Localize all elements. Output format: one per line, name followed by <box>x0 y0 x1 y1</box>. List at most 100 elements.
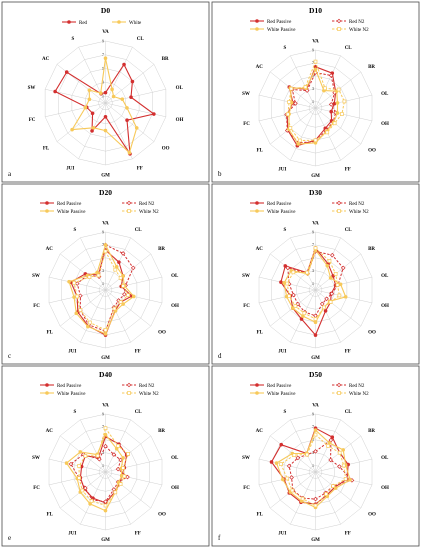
data-point <box>287 294 291 298</box>
data-point <box>126 293 130 298</box>
legend-marker <box>255 383 259 387</box>
data-point <box>286 463 292 469</box>
legend-label: Red <box>79 21 88 26</box>
axis-label: OO <box>368 331 376 336</box>
axis-spoke <box>48 458 106 473</box>
data-point <box>336 87 341 92</box>
axis-spoke <box>315 289 373 304</box>
data-point <box>279 462 283 466</box>
panel-label: b <box>218 170 222 178</box>
data-point <box>72 295 76 299</box>
axis-label: OO <box>158 513 166 518</box>
radial-tick-label: 7 <box>102 52 104 57</box>
legend-label: Red Passive <box>57 202 82 207</box>
axis-spoke <box>315 107 362 145</box>
panel-label: a <box>8 170 12 178</box>
data-point <box>113 490 118 495</box>
radial-tick-label: 1 <box>312 463 314 468</box>
legend-label: Red N2 <box>349 202 365 207</box>
axis-spoke <box>105 102 155 142</box>
legend-label: White <box>129 21 142 26</box>
axis-label: FF <box>345 167 351 172</box>
axis-label: S <box>284 410 287 415</box>
data-point <box>328 276 333 280</box>
legend-label: Red N2 <box>139 384 155 389</box>
axis-spoke <box>59 289 106 327</box>
data-point <box>118 482 123 486</box>
axis-label: FL <box>257 149 264 154</box>
axis-label: BR <box>368 247 375 252</box>
legend-label: Red Passive <box>57 384 82 389</box>
radial-tick-label: 9 <box>102 411 104 416</box>
axis-label: AC <box>46 247 54 252</box>
axis-label: OO <box>162 147 170 152</box>
data-point <box>103 328 108 332</box>
axis-spoke <box>105 471 163 486</box>
legend-entry: White Passive <box>40 391 86 397</box>
axis-label: OO <box>368 149 376 154</box>
axis-label: VA <box>312 222 319 227</box>
axis-label: VA <box>102 222 109 227</box>
axis-label: OL <box>176 86 184 91</box>
data-point <box>335 283 340 287</box>
legend: Red Passive Red N2 White Passive White N2 <box>40 382 159 397</box>
axis-label: FL <box>257 331 264 336</box>
legend-label: Red Passive <box>267 20 292 25</box>
axis-label: OH <box>176 118 184 123</box>
data-point <box>301 314 305 318</box>
legend: Red White <box>62 20 142 26</box>
axis-label: AC <box>42 57 50 62</box>
axis-spoke <box>315 276 373 291</box>
data-point <box>348 478 352 482</box>
chart-panel-a: D0 Red White 1 3 5 7 9 VA CL BR OL OH OO FF GM JUI FL FC SW… <box>1 1 210 183</box>
legend-label: White Passive <box>57 392 86 397</box>
axis-spoke <box>315 289 362 327</box>
data-point <box>269 460 274 464</box>
legend: Red Passive Red N2 White Passive White N2 <box>250 200 369 215</box>
data-point <box>313 496 318 502</box>
data-point <box>111 452 117 457</box>
legend-entry: White Passive <box>250 27 296 33</box>
panel-label: d <box>218 352 222 360</box>
radial-tick-label: 7 <box>312 242 314 247</box>
data-point <box>330 435 335 439</box>
data-point <box>74 311 79 316</box>
radial-tick-label: 5 <box>102 66 104 71</box>
series-white-solid <box>70 56 139 155</box>
axis-label: OL <box>381 274 389 279</box>
chart-title: D20 <box>99 188 112 197</box>
axis-label: AC <box>256 429 264 434</box>
axis-label: OL <box>381 92 389 97</box>
data-point <box>64 461 69 465</box>
legend-entry: White Passive <box>250 209 296 215</box>
radial-tick-label: 7 <box>312 60 314 65</box>
data-point <box>322 305 326 310</box>
data-point <box>125 474 130 480</box>
data-point <box>83 454 88 458</box>
axis-label: FL <box>43 147 50 152</box>
data-point <box>332 101 337 106</box>
data-point <box>328 300 333 304</box>
data-point <box>337 464 342 469</box>
legend-label: Red Passive <box>267 384 292 389</box>
axis-spoke <box>59 253 106 291</box>
data-point <box>335 111 340 115</box>
chart-title: D40 <box>99 370 112 379</box>
series-white-dashed <box>72 249 130 332</box>
data-point <box>68 461 74 467</box>
data-point <box>281 477 285 482</box>
radial-tick-label: 3 <box>102 80 104 85</box>
radial-tick-label: 9 <box>312 47 314 52</box>
chart-title: D50 <box>309 370 322 379</box>
data-point <box>97 456 102 462</box>
axis-label: CL <box>345 46 353 51</box>
series-white-dashed <box>77 426 131 508</box>
legend-label: White Passive <box>267 392 296 397</box>
data-point <box>103 503 108 508</box>
axis-spoke <box>315 289 341 343</box>
data-point <box>333 272 338 276</box>
series-line <box>286 72 337 144</box>
axis-label: VA <box>312 404 319 409</box>
chart-title: D10 <box>309 6 322 15</box>
